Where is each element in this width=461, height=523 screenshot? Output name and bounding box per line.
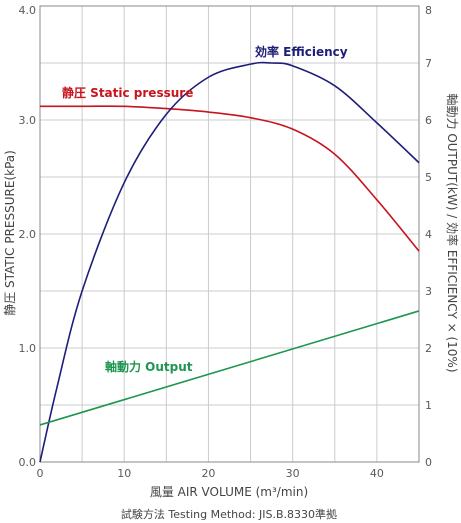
left-y-tick-labels: 0.0 1.0 2.0 3.0 4.0	[19, 4, 37, 469]
testing-method-footnote: 試験方法 Testing Method: JIS.B.8330準拠	[121, 507, 337, 521]
right-y-tick-label: 0	[425, 456, 432, 469]
plot-border	[39, 5, 420, 463]
x-tick-label: 40	[370, 467, 384, 480]
left-y-tick-label: 2.0	[19, 228, 37, 241]
x-tick-label: 20	[201, 467, 215, 480]
left-y-tick-label: 4.0	[19, 4, 37, 17]
x-tick-labels: 0 10 20 30 40	[37, 467, 384, 480]
right-y-tick-label: 7	[425, 57, 432, 70]
right-y-tick-label: 4	[425, 228, 432, 241]
x-tick-label: 10	[117, 467, 131, 480]
x-tick-label: 30	[286, 467, 300, 480]
static-pressure-line	[40, 105, 420, 252]
x-axis-title: 風量 AIR VOLUME (m³/min)	[150, 485, 308, 499]
left-y-tick-label: 1.0	[19, 342, 37, 355]
efficiency-series-label: 効率 Efficiency	[255, 44, 348, 59]
left-y-tick-label: 3.0	[19, 114, 37, 127]
efficiency-line	[39, 61, 420, 463]
static-pressure-series-label: 静圧 Static pressure	[62, 85, 193, 100]
right-y-axis-title: 軸動力 OUTPUT(kW) / 効率 EFFICIENCY × (10%)	[445, 93, 460, 372]
right-y-tick-labels: 0 1 2 3 4 5 6 7 8	[425, 4, 432, 469]
output-series-label: 軸動力 Output	[105, 359, 193, 374]
left-y-tick-label: 0.0	[19, 456, 37, 469]
left-y-axis-title: 静圧 STATIC PRESSURE(kPa)	[3, 150, 17, 316]
x-tick-label: 0	[37, 467, 44, 480]
output-line	[39, 310, 420, 426]
right-y-tick-label: 6	[425, 114, 432, 127]
right-y-tick-label: 1	[425, 399, 432, 412]
right-y-tick-label: 2	[425, 342, 432, 355]
right-y-tick-label: 8	[425, 4, 432, 17]
grid	[40, 6, 419, 462]
right-y-tick-label: 3	[425, 285, 432, 298]
plot-frame	[39, 5, 420, 463]
right-y-tick-label: 5	[425, 171, 432, 184]
series-lines	[39, 61, 420, 463]
